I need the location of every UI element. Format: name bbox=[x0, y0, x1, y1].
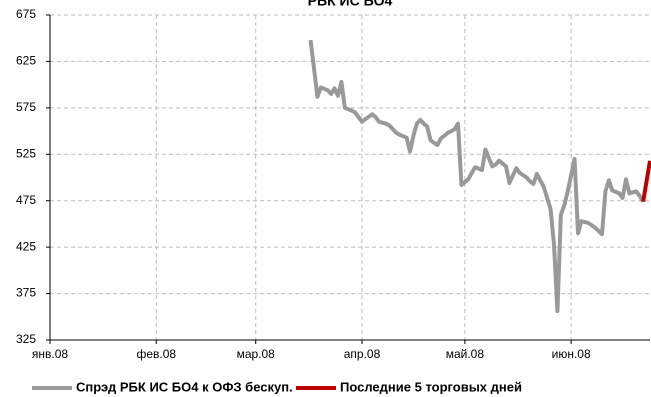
y-tick-label: 475 bbox=[16, 193, 36, 207]
y-tick-label: 625 bbox=[16, 54, 36, 68]
series-line bbox=[641, 160, 651, 202]
x-tick-label: июн.08 bbox=[552, 347, 591, 361]
y-tick-label: 425 bbox=[16, 239, 36, 253]
x-tick-label: май.08 bbox=[446, 347, 485, 361]
y-tick-label: 325 bbox=[16, 332, 36, 346]
legend-label: Последние 5 торговых дней bbox=[340, 379, 522, 394]
y-tick-label: 375 bbox=[16, 286, 36, 300]
x-tick-label: янв.08 bbox=[32, 347, 69, 361]
x-tick-label: апр.08 bbox=[344, 347, 381, 361]
legend-label: Спрэд РБК ИС БО4 к ОФЗ бескуп. bbox=[76, 379, 293, 394]
y-tick-label: 675 bbox=[16, 7, 36, 21]
chart-title: РБК ИС БО4 bbox=[308, 0, 393, 9]
y-tick-label: 575 bbox=[16, 100, 36, 114]
series-line bbox=[308, 39, 645, 314]
x-tick-label: фев.08 bbox=[136, 347, 176, 361]
y-tick-label: 525 bbox=[16, 146, 36, 160]
x-tick-label: мар.08 bbox=[237, 347, 276, 361]
